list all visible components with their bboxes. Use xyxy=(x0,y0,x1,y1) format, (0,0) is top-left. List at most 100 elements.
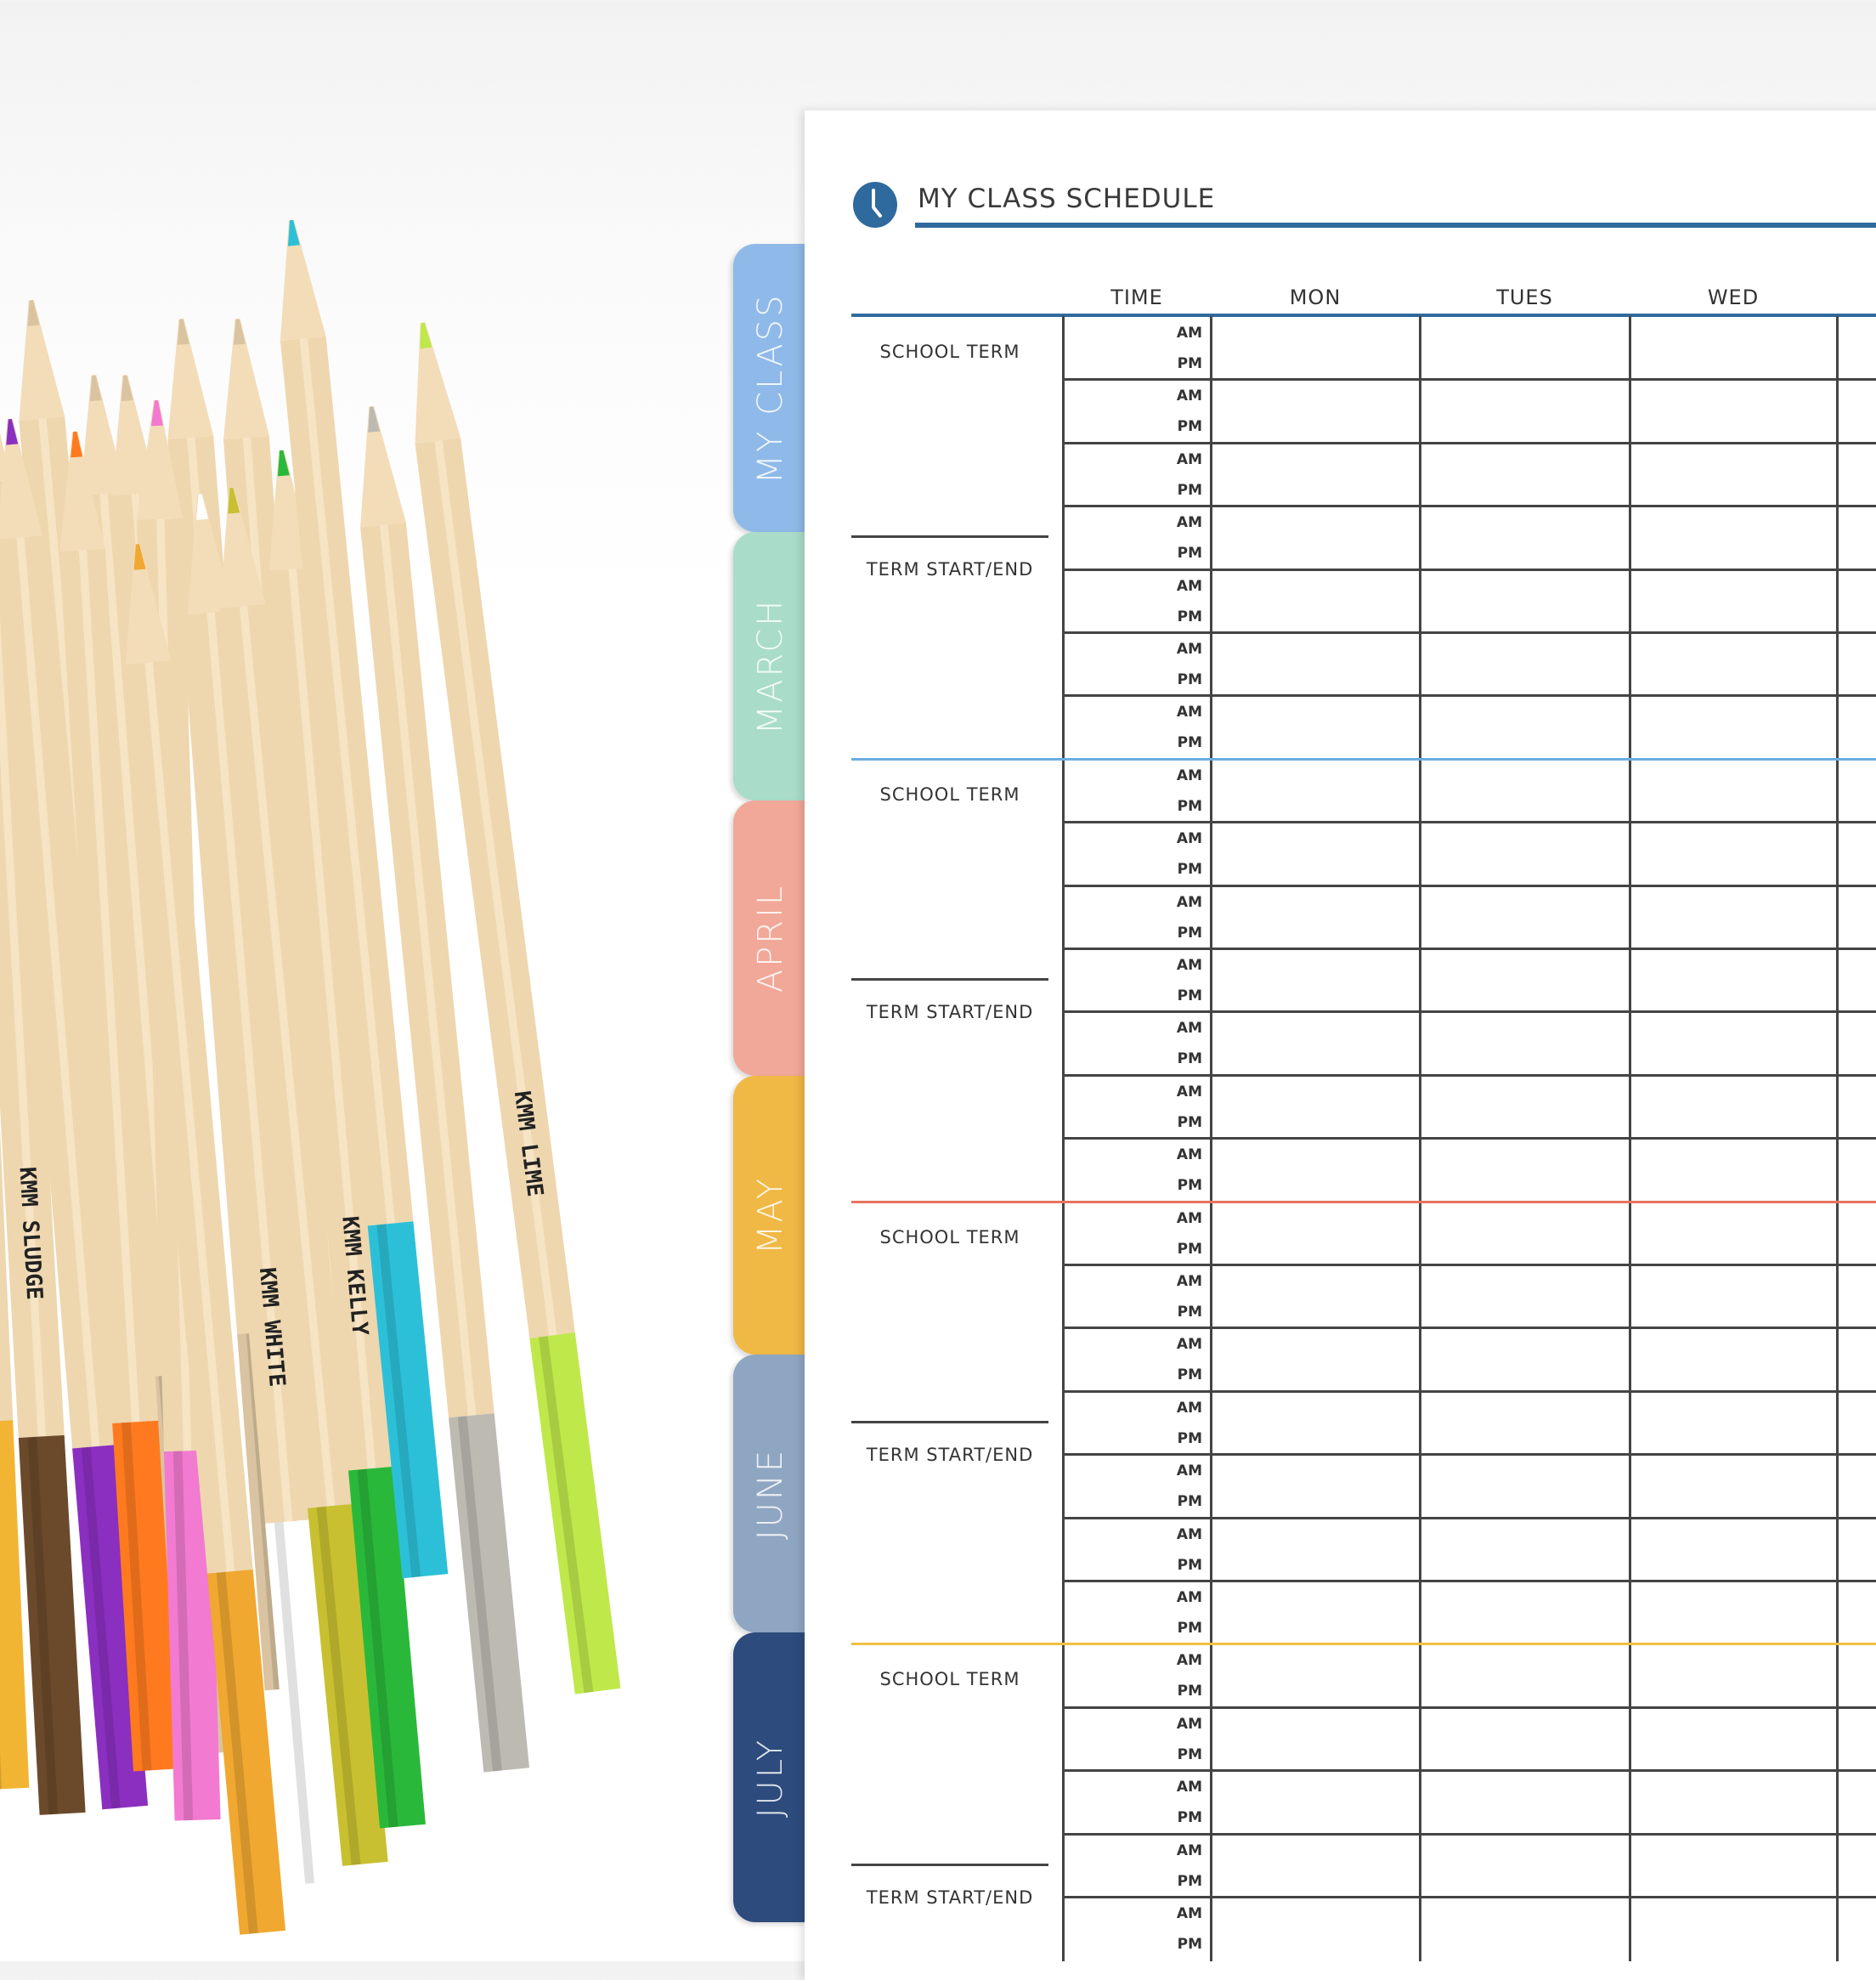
pencil-end xyxy=(0,1420,30,1790)
pencil-end-shade xyxy=(216,1571,258,1934)
am-label: AM xyxy=(1176,1209,1202,1227)
schedule-page xyxy=(805,110,1876,1980)
am-label: AM xyxy=(1176,514,1202,532)
pencil-end-shade xyxy=(376,1224,421,1578)
pencil-cone xyxy=(0,418,43,540)
am-label: AM xyxy=(1176,450,1202,468)
am-label: AM xyxy=(1176,1905,1202,1922)
pm-label: PM xyxy=(1177,924,1202,942)
term-separator xyxy=(851,535,1048,539)
pm-label: PM xyxy=(1177,1683,1202,1700)
pencil-end xyxy=(449,1413,529,1773)
tab-label: MAY xyxy=(751,1175,790,1255)
tab-label: APRIL xyxy=(751,883,790,993)
school-term-label: SCHOOL TERM xyxy=(879,1226,1020,1247)
pencil-end-shade xyxy=(316,1506,361,1865)
pencil xyxy=(0,1128,30,1790)
pencil-highlight xyxy=(380,524,477,1417)
pm-label: PM xyxy=(1177,1113,1202,1131)
pencil-lead xyxy=(368,406,381,433)
tab-april[interactable]: APRIL xyxy=(733,800,808,1076)
pencil-cone xyxy=(187,494,234,615)
pencil-highlight xyxy=(288,568,376,1469)
am-label: AM xyxy=(1176,1779,1202,1796)
pencil-end-shade xyxy=(457,1416,502,1772)
pencil-cone xyxy=(360,406,406,528)
term-start-end-label: TERM START/END xyxy=(866,1445,1034,1465)
pm-label: PM xyxy=(1177,418,1202,436)
school-term-label: SCHOOL TERM xyxy=(879,784,1020,805)
am-label: AM xyxy=(1176,1273,1202,1290)
term-start-end-label: TERM START/END xyxy=(866,1887,1034,1908)
pencil-cone xyxy=(223,319,269,439)
row-divider xyxy=(1063,1832,1876,1836)
pencil-end-shade xyxy=(274,1522,314,1884)
am-label: AM xyxy=(1176,577,1202,595)
column-header-tues: TUES xyxy=(1496,286,1553,309)
am-label: AM xyxy=(1176,1336,1202,1354)
tab-march[interactable]: MARCH xyxy=(733,532,808,800)
row-divider xyxy=(1063,1010,1876,1014)
school-term-label: SCHOOL TERM xyxy=(879,1669,1020,1690)
tab-my-class[interactable]: MY CLASS xyxy=(733,244,808,532)
pencil-highlight xyxy=(299,337,395,1225)
am-label: AM xyxy=(1176,957,1202,974)
am-label: AM xyxy=(1176,767,1202,784)
am-label: AM xyxy=(1176,1841,1202,1859)
am-label: AM xyxy=(1176,388,1202,405)
pencil-end xyxy=(207,1570,285,1935)
pencil-lead xyxy=(196,494,209,520)
pencil-lead xyxy=(6,419,19,445)
pm-label: PM xyxy=(1177,1366,1202,1384)
am-label: AM xyxy=(1176,893,1202,911)
pencil-highlight xyxy=(206,612,293,1522)
pencil-highlight xyxy=(144,662,235,1572)
am-label: AM xyxy=(1176,1652,1202,1670)
am-label: AM xyxy=(1176,1020,1202,1038)
pencil-end-shade xyxy=(357,1468,398,1828)
pencil-lead xyxy=(150,400,163,427)
pencil-end xyxy=(308,1503,388,1866)
tab-july[interactable]: JULY xyxy=(733,1632,808,1922)
row-divider xyxy=(1063,1264,1876,1266)
tab-may[interactable]: MAY xyxy=(733,1076,808,1355)
pencil-end xyxy=(112,1420,179,1772)
pencil-end xyxy=(529,1332,621,1694)
am-label: AM xyxy=(1176,830,1202,848)
am-label: AM xyxy=(1176,1462,1202,1480)
clock-icon xyxy=(853,182,897,228)
pm-label: PM xyxy=(1177,1304,1202,1321)
pencil-cone xyxy=(220,487,266,608)
row-divider xyxy=(1063,1453,1876,1457)
pm-label: PM xyxy=(1177,545,1202,563)
pm-label: PM xyxy=(1177,1872,1202,1890)
pencil xyxy=(59,431,179,1772)
row-divider xyxy=(1063,1896,1876,1898)
am-label: AM xyxy=(1176,1146,1202,1164)
tab-june[interactable]: JUNE xyxy=(733,1355,808,1632)
row-divider xyxy=(1063,505,1876,508)
row-divider xyxy=(1063,631,1876,634)
title-underline xyxy=(915,223,1876,228)
column-header-time: TIME xyxy=(1110,286,1163,309)
pencil-end-shade xyxy=(121,1422,152,1771)
am-label: AM xyxy=(1176,325,1202,342)
pencil-lead xyxy=(177,319,189,345)
pm-label: PM xyxy=(1177,608,1202,625)
pm-label: PM xyxy=(1177,1556,1202,1574)
pencil-cone xyxy=(280,219,326,341)
pencil: KMM KELLY xyxy=(268,450,426,1829)
pencil-lead xyxy=(288,219,300,246)
row-divider xyxy=(1063,948,1876,950)
row-divider xyxy=(1063,441,1876,444)
term-separator xyxy=(851,1421,1048,1423)
pm-label: PM xyxy=(1177,481,1202,499)
tab-label: JUNE xyxy=(751,1447,790,1540)
pm-label: PM xyxy=(1177,1177,1202,1195)
pencil-highlight xyxy=(434,440,557,1336)
pencil-cone xyxy=(415,322,461,444)
pencil xyxy=(125,544,285,1935)
pencil-end xyxy=(367,1221,449,1579)
pencil-highlight xyxy=(239,605,336,1507)
